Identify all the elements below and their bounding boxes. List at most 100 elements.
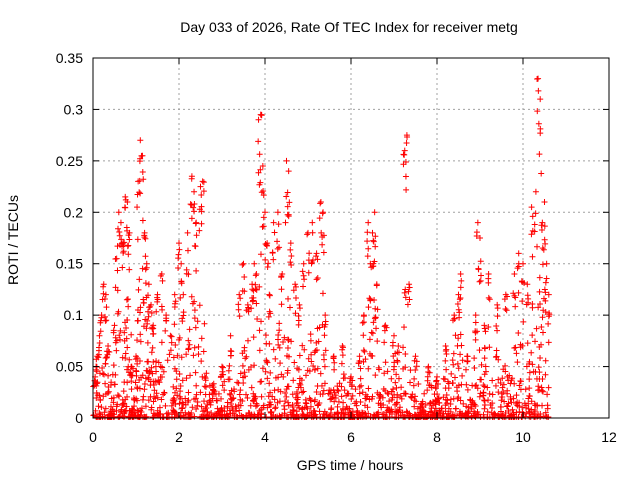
data-point: [299, 389, 306, 396]
data-point: [149, 344, 156, 351]
data-point: [240, 260, 247, 267]
data-point: [393, 384, 400, 391]
data-point: [117, 219, 124, 226]
data-point: [357, 365, 364, 372]
data-point: [251, 260, 258, 267]
data-point: [325, 390, 332, 397]
data-point: [545, 320, 552, 327]
data-point: [287, 246, 294, 253]
data-point: [529, 301, 536, 308]
data-point: [177, 383, 184, 390]
data-point: [292, 295, 299, 302]
data-point: [388, 375, 395, 382]
data-point: [137, 304, 144, 311]
data-point: [433, 398, 440, 405]
data-point: [471, 355, 478, 362]
data-point: [128, 331, 135, 338]
data-point: [296, 301, 303, 308]
data-point: [484, 413, 491, 420]
data-point: [134, 385, 141, 392]
data-point: [118, 236, 125, 243]
data-point: [136, 177, 143, 184]
data-point: [508, 399, 515, 406]
data-point: [191, 344, 198, 351]
data-point: [313, 388, 320, 395]
data-point: [203, 370, 210, 377]
data-point: [241, 273, 248, 280]
data-point: [132, 379, 139, 386]
data-point: [386, 413, 393, 420]
data-point: [271, 396, 278, 403]
data-point: [131, 396, 138, 403]
data-point: [385, 391, 392, 398]
data-point: [394, 394, 401, 401]
data-point: [542, 240, 549, 247]
data-point: [292, 283, 299, 290]
data-point: [179, 318, 186, 325]
data-point: [464, 386, 471, 393]
data-point: [116, 393, 123, 400]
data-point: [266, 380, 273, 387]
data-point: [411, 357, 418, 364]
data-point: [539, 387, 546, 394]
data-point: [99, 370, 106, 377]
data-point: [98, 404, 105, 411]
data-point: [120, 388, 127, 395]
data-point: [402, 390, 409, 397]
data-point: [285, 353, 292, 360]
data-point: [285, 336, 292, 343]
data-point: [156, 404, 163, 411]
data-point: [342, 406, 349, 413]
data-point: [542, 279, 549, 286]
data-point: [126, 266, 133, 273]
data-point: [481, 397, 488, 404]
data-point: [356, 383, 363, 390]
data-point: [510, 290, 517, 297]
data-point: [127, 369, 134, 376]
data-point: [258, 378, 265, 385]
data-point: [316, 215, 323, 222]
data-point: [352, 386, 359, 393]
data-point: [305, 269, 312, 276]
x-tick-label: 10: [515, 429, 531, 445]
data-point: [191, 208, 198, 215]
data-point: [338, 360, 345, 367]
data-point: [528, 349, 535, 356]
data-point: [361, 348, 368, 355]
data-point: [292, 310, 299, 317]
data-point: [311, 398, 318, 405]
y-tick-label: 0.25: [56, 153, 83, 169]
data-point: [414, 405, 421, 412]
data-point: [349, 392, 356, 399]
data-point: [378, 404, 385, 411]
data-point: [405, 288, 412, 295]
data-point: [391, 332, 397, 339]
data-point: [108, 395, 115, 402]
data-point: [159, 277, 166, 284]
data-point: [419, 407, 426, 414]
data-point: [198, 358, 205, 365]
data-point: [395, 349, 402, 356]
data-point: [207, 401, 214, 408]
data-point: [284, 367, 291, 374]
x-tick-label: 2: [175, 429, 183, 445]
axis-ticks: [92, 57, 610, 419]
data-point: [440, 410, 447, 417]
data-point: [497, 380, 504, 387]
data-point: [121, 400, 128, 407]
data-point: [219, 363, 225, 370]
data-point: [296, 305, 303, 312]
data-point: [184, 247, 191, 254]
data-point: [371, 315, 378, 322]
data-point: [313, 250, 320, 257]
data-point: [265, 260, 272, 267]
data-point: [176, 246, 183, 253]
data-point: [194, 318, 201, 325]
data-point: [371, 258, 378, 265]
data-point: [270, 256, 277, 263]
data-point: [184, 229, 191, 236]
data-point: [220, 371, 227, 378]
data-point: [485, 275, 492, 282]
data-point: [412, 393, 419, 400]
data-point: [539, 219, 546, 226]
